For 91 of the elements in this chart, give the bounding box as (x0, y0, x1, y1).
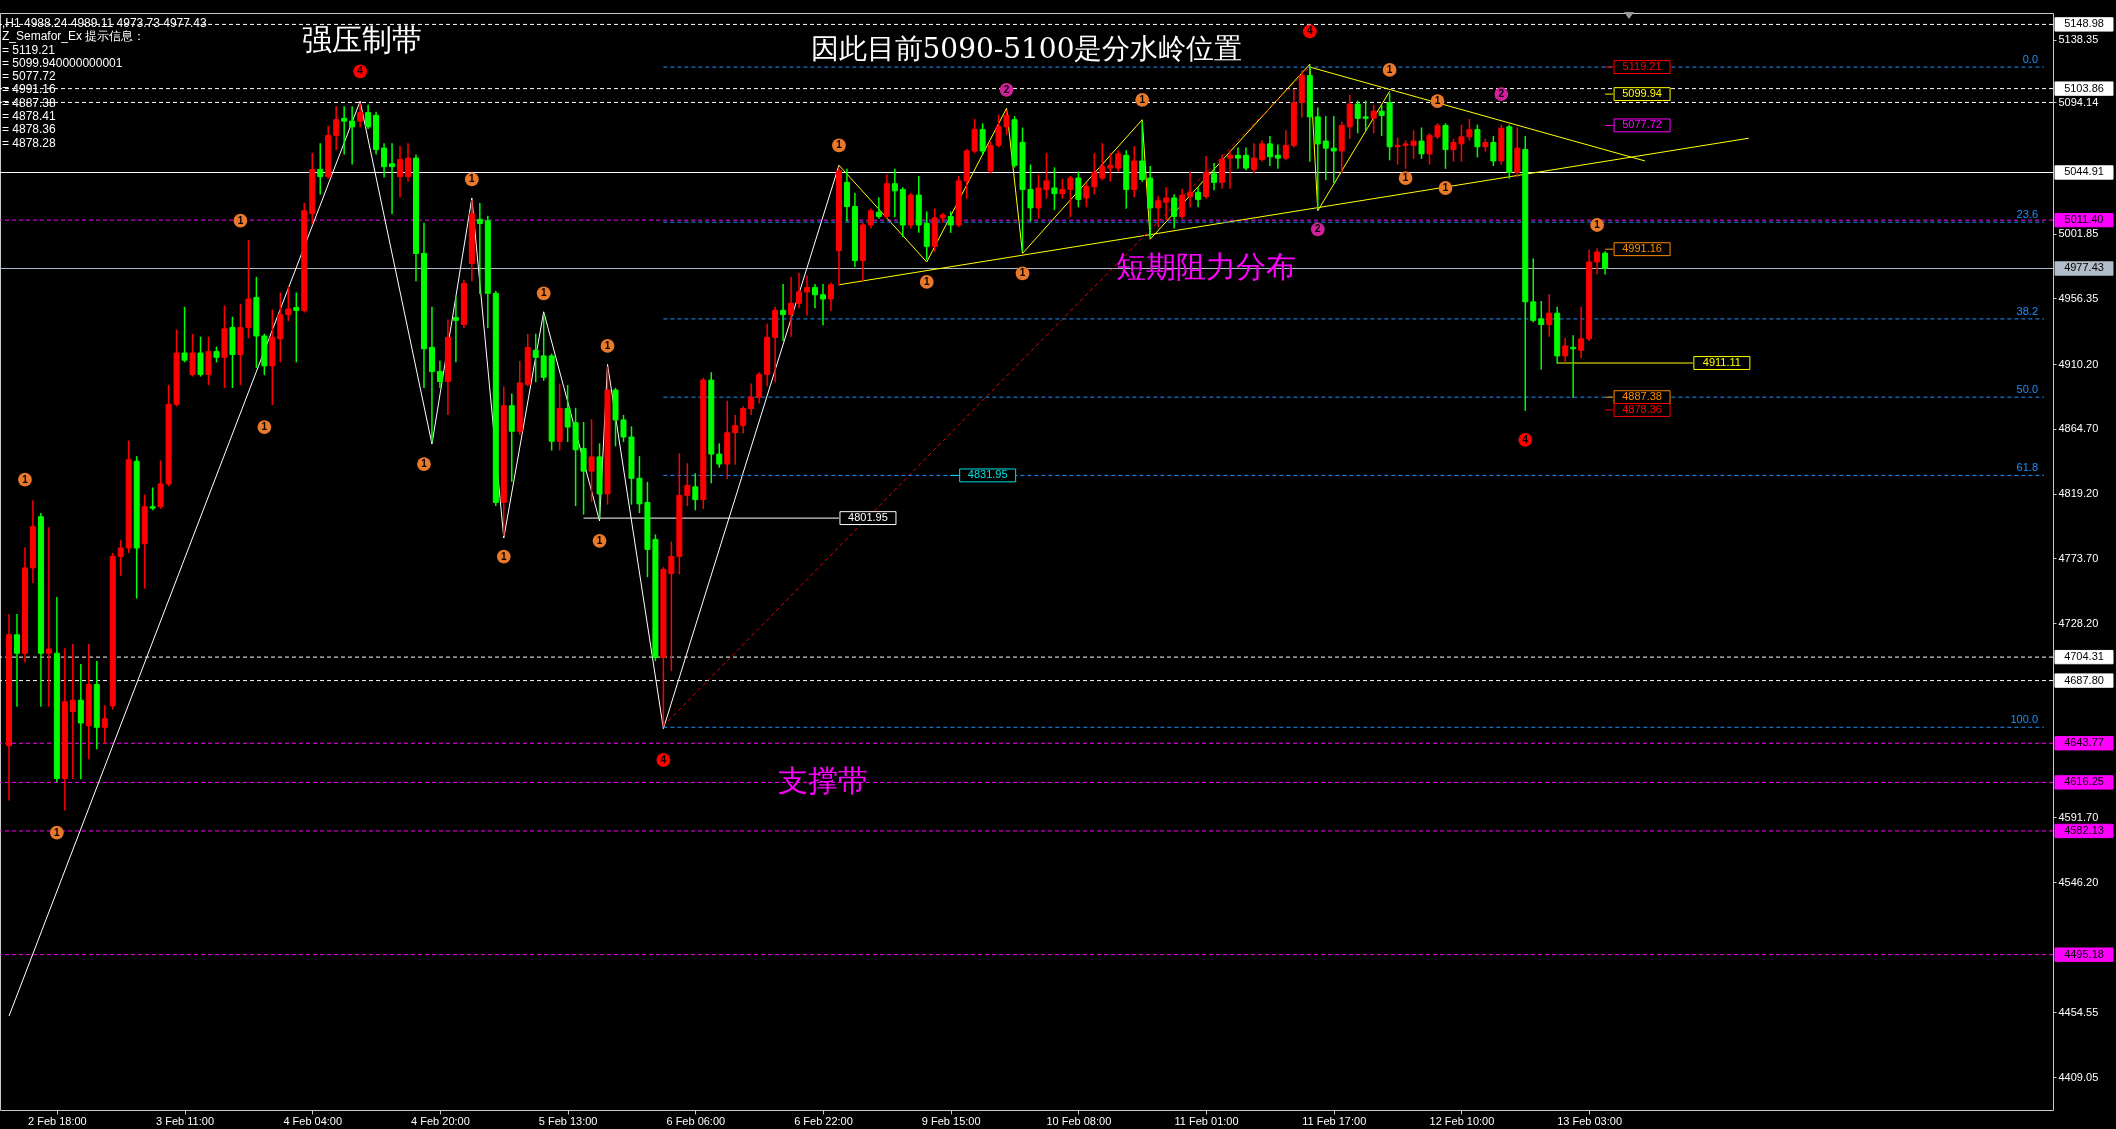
series-label: 1 (237, 214, 244, 226)
series-label: 61.8 (2016, 461, 2039, 474)
x-tick-label: 4 Feb 04:00 (283, 1114, 343, 1127)
x-tick-label: 12 Feb 10:00 (1429, 1114, 1495, 1127)
y-tick-label: 4773.70 (2058, 551, 2099, 564)
annotation: = 4878.28 (2, 135, 57, 150)
series-label: 5119.21 (1622, 60, 1662, 73)
annotation: = 4887.38 (2, 95, 57, 111)
x-tick-label: 13 Feb 03:00 (1557, 1114, 1623, 1127)
text: 1 (22, 473, 28, 485)
text: 1 (501, 550, 507, 562)
series-label: 4887.38 (1622, 390, 1662, 403)
ref-line-label: 4687.80 (2064, 673, 2104, 686)
series-label: 4878.36 (1622, 402, 1662, 415)
x-tick-label: 4 Feb 20:00 (411, 1114, 470, 1127)
text: 1 (836, 139, 842, 151)
text: 1 (1139, 93, 1145, 105)
text: 1 (923, 275, 930, 287)
series-label: 0.0 (2022, 53, 2039, 66)
series-label: 50.0 (2016, 383, 2039, 396)
text: 4 (1522, 433, 1529, 445)
text: 1 (54, 826, 60, 838)
x-tick-label: 10 Feb 08:00 (1046, 1114, 1112, 1127)
text: 1 (469, 173, 475, 185)
text: 2 (1315, 223, 1321, 235)
ref-line-label: 5148.98 (2064, 17, 2104, 30)
x-tick-label: 6 Feb 22:00 (794, 1114, 853, 1127)
text: 1 (604, 339, 611, 351)
series-label: 4 (660, 753, 667, 765)
series-label: 38.2 (2016, 304, 2039, 317)
ref-line-label: 5011.40 (2064, 213, 2104, 226)
ref-line-label: 4643.77 (2064, 736, 2104, 749)
annotation: 支撑带 (778, 763, 868, 799)
text: 1 (1019, 267, 1026, 279)
text: 1 (1402, 172, 1409, 184)
ref-line-label: 4704.31 (2064, 650, 2104, 663)
text: 4 (357, 65, 363, 77)
annotation: ,H1 4988.24 4989.11 4973.73 4977.43 (2, 16, 207, 30)
annotation: = 4878.41 (2, 109, 57, 124)
ref-line-label: 4977.43 (2064, 261, 2104, 274)
text: 因此目前5090-5100是分水岭位置 (810, 32, 1243, 65)
ref-line-label: 4582.13 (2064, 823, 2104, 836)
y-tick-label: 4864.70 (2058, 422, 2099, 435)
y-tick-label: 4728.20 (2058, 616, 2099, 629)
series-label: 4801.95 (848, 511, 888, 524)
series-label: 100.0 (2010, 713, 2039, 726)
ref-line-label: 5103.86 (2064, 81, 2104, 94)
series-label: 5099.94 (1622, 87, 1662, 100)
x-tick-label: 9 Feb 15:00 (921, 1114, 981, 1127)
y-tick-label: 5001.85 (2058, 227, 2099, 240)
text: 1 (1386, 63, 1393, 75)
x-tick-label: 11 Feb 01:00 (1174, 1114, 1239, 1127)
x-tick-label: 5 Feb 13:00 (538, 1114, 598, 1127)
y-tick-label: 4956.35 (2058, 291, 2099, 304)
y-tick-label: 4546.20 (2058, 875, 2099, 888)
annotation: Z_Semafor_Ex 提示信息： (2, 29, 147, 44)
x-tick-label: 2 Feb 18:00 (28, 1114, 87, 1127)
text: 1 (596, 534, 603, 546)
x-tick-label: 3 Feb 11:00 (156, 1114, 215, 1127)
text: 4 (1307, 25, 1313, 37)
text: 1 (421, 458, 427, 470)
ref-line-label: 4495.18 (2064, 947, 2104, 960)
text: 1 (1434, 95, 1441, 107)
y-tick-label: 4454.55 (2058, 1005, 2099, 1018)
series-label: 4991.16 (1622, 242, 1662, 255)
y-tick-label: 5138.35 (2058, 33, 2099, 46)
y-tick-label: 4910.20 (2058, 357, 2099, 370)
series-label: 23.6 (2016, 208, 2039, 221)
y-tick-label: 4591.70 (2058, 810, 2099, 823)
ref-line-label: 4616.25 (2064, 775, 2104, 788)
y-tick-label: 4409.05 (2058, 1070, 2099, 1083)
x-tick-label: 6 Feb 06:00 (666, 1114, 726, 1127)
text: 1 (261, 421, 268, 433)
text: 2 (1498, 88, 1505, 100)
series-label: 5077.72 (1622, 118, 1662, 131)
annotation: = 4878.36 (2, 122, 57, 137)
annotation: = 4991.16 (2, 82, 57, 97)
chart-subtitle: 强压制带 (301, 22, 423, 58)
series-label: 4911.11 (1702, 356, 1741, 369)
annotation: = 5077.72 (2, 69, 57, 84)
text: 1 (1594, 219, 1600, 230)
ref-line-label: 5044.91 (2064, 165, 2104, 178)
y-tick-label: 5094.14 (2058, 95, 2099, 108)
text: 1 (540, 287, 547, 299)
annotation: = 5119.21 (2, 42, 55, 57)
annotation: = 5099.940000000001 (2, 55, 124, 71)
series-label: 2 (1003, 83, 1010, 95)
series-label: 4831.95 (967, 468, 1008, 481)
x-tick-label: 11 Feb 17:00 (1302, 1114, 1367, 1127)
text: 1 (1442, 182, 1449, 194)
y-tick-label: 4819.20 (2058, 487, 2099, 500)
